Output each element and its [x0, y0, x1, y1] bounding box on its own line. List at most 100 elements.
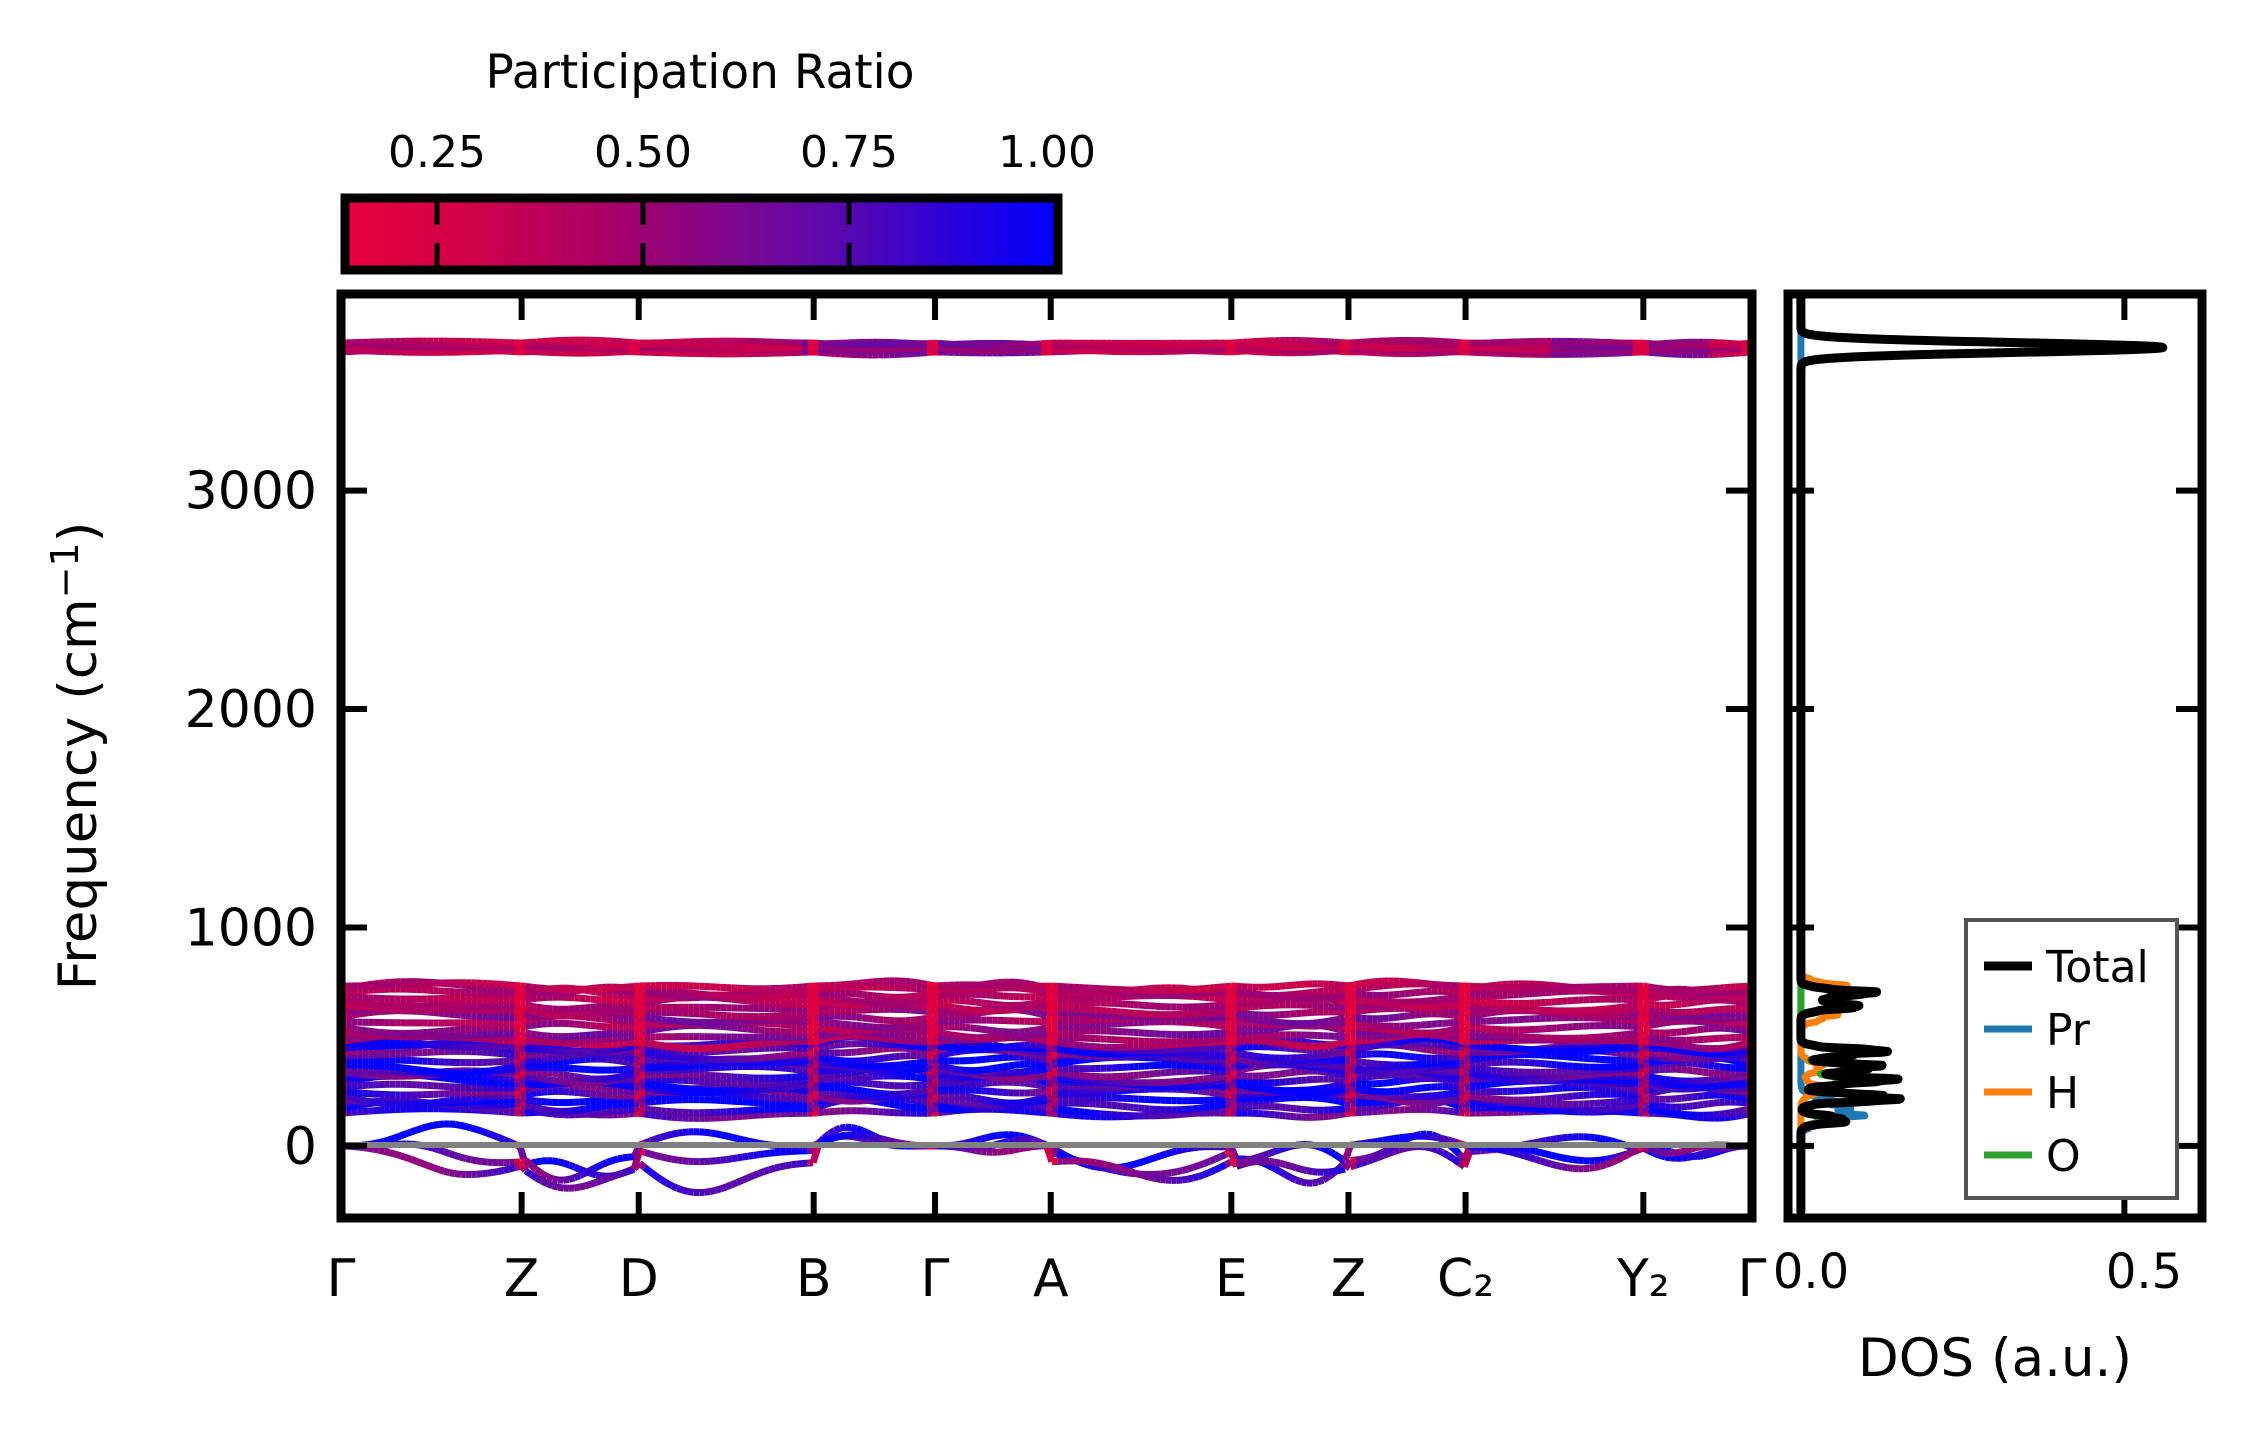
band-segment	[1300, 1178, 1308, 1187]
band-segment	[465, 1077, 472, 1085]
band-segment	[552, 1069, 559, 1078]
band-segment	[818, 1088, 825, 1097]
band-segment	[1278, 1168, 1288, 1178]
band-segment	[1317, 1094, 1324, 1103]
band-segment	[752, 1170, 761, 1179]
band-segment	[1719, 1075, 1726, 1083]
band-segment	[1279, 1069, 1286, 1078]
band-segment	[1642, 1104, 1650, 1113]
band-segment	[1208, 1107, 1216, 1115]
band-segment	[1300, 1165, 1308, 1175]
band-segment	[1360, 1158, 1368, 1167]
band-segment	[639, 1098, 646, 1107]
band-segment	[1398, 1086, 1406, 1095]
band-segment	[1084, 1108, 1091, 1117]
band-segment	[1289, 1174, 1298, 1184]
band-segment	[899, 1060, 906, 1069]
band-segment	[1349, 1161, 1357, 1171]
band-segment	[540, 1170, 549, 1180]
band-segment	[459, 1121, 467, 1130]
band-segment	[942, 1096, 950, 1105]
band-segment	[1550, 1151, 1558, 1160]
band-segment	[427, 1067, 434, 1076]
band-segment	[1040, 1065, 1047, 1074]
band-segment	[1366, 1059, 1373, 1068]
band-segment	[1485, 1072, 1493, 1081]
band-segment	[563, 1078, 570, 1086]
band-segment	[476, 1068, 483, 1077]
band-segment	[1019, 1079, 1026, 1087]
band-segment	[1697, 1084, 1704, 1092]
band-segment	[1170, 1168, 1178, 1177]
band-segment	[1440, 1149, 1450, 1159]
band-segment	[601, 1085, 608, 1094]
band-segment	[1230, 1158, 1237, 1167]
band-segment	[584, 1180, 592, 1190]
band-segment	[1338, 1080, 1346, 1089]
band-segment	[812, 1103, 820, 1112]
band-segment	[649, 1150, 657, 1159]
band-segment	[557, 1077, 564, 1086]
band-segment	[644, 1105, 651, 1114]
band-segment	[1236, 1103, 1243, 1112]
band-segment	[1207, 1156, 1217, 1165]
band-segment	[937, 1100, 945, 1109]
band-segment	[1533, 1155, 1542, 1165]
band-segment	[1545, 1104, 1552, 1113]
band-segment	[1040, 1093, 1048, 1102]
band-segment	[562, 1071, 570, 1080]
band-segment	[910, 1088, 917, 1097]
band-segment	[1631, 1100, 1639, 1109]
band-segment	[845, 1061, 852, 1069]
band-segment	[601, 1108, 608, 1117]
band-segment	[1435, 1146, 1445, 1156]
band-segment	[372, 1145, 380, 1154]
band-segment	[931, 1083, 939, 1092]
band-segment	[1539, 1157, 1547, 1166]
band-segment	[1659, 1102, 1666, 1111]
band-segment	[1453, 1057, 1460, 1065]
band-segment	[497, 1065, 505, 1074]
band-segment	[866, 1136, 874, 1145]
band-segment	[1572, 1072, 1579, 1081]
band-segment	[757, 1168, 766, 1177]
band-segment	[1165, 1169, 1172, 1177]
band-segment	[1708, 1069, 1715, 1077]
band-segment	[959, 1098, 966, 1107]
band-segment	[530, 1089, 537, 1098]
band-segment	[1544, 1159, 1553, 1168]
band-segment	[617, 1106, 624, 1115]
band-segment	[1132, 1159, 1140, 1168]
band-segment	[1707, 1147, 1715, 1156]
band-segment	[861, 1047, 868, 1055]
band-segment	[1344, 1061, 1351, 1069]
band-segment	[964, 1099, 971, 1107]
band-segment	[590, 1109, 597, 1118]
band-segment	[638, 1109, 646, 1118]
band-segment	[1691, 1151, 1699, 1160]
band-segment	[665, 1130, 673, 1140]
band-segment	[649, 1050, 657, 1058]
band-segment	[639, 1080, 646, 1088]
band-segment	[1365, 1153, 1374, 1162]
band-segment	[839, 1069, 847, 1078]
band-segment	[1441, 1135, 1449, 1144]
band-segment	[1469, 1055, 1476, 1064]
band-segment	[464, 1123, 473, 1132]
colorbar-tick-label-1: 0.50	[594, 127, 692, 178]
band-segment	[659, 1176, 669, 1186]
band-segment	[774, 1057, 781, 1066]
band-segment	[997, 1131, 1004, 1139]
band-segment	[1451, 1156, 1461, 1166]
band-segment	[1235, 1080, 1243, 1089]
band-segment	[666, 1052, 673, 1060]
band-segment	[671, 1083, 678, 1092]
band-segment	[1208, 1102, 1216, 1111]
band-segment	[606, 1074, 613, 1083]
band-segment	[1452, 1094, 1461, 1103]
band-segment	[742, 1152, 749, 1161]
band-segment	[1252, 1083, 1259, 1092]
band-segment	[573, 1106, 581, 1115]
band-segment	[573, 1172, 582, 1182]
band-segment	[1382, 1136, 1389, 1144]
